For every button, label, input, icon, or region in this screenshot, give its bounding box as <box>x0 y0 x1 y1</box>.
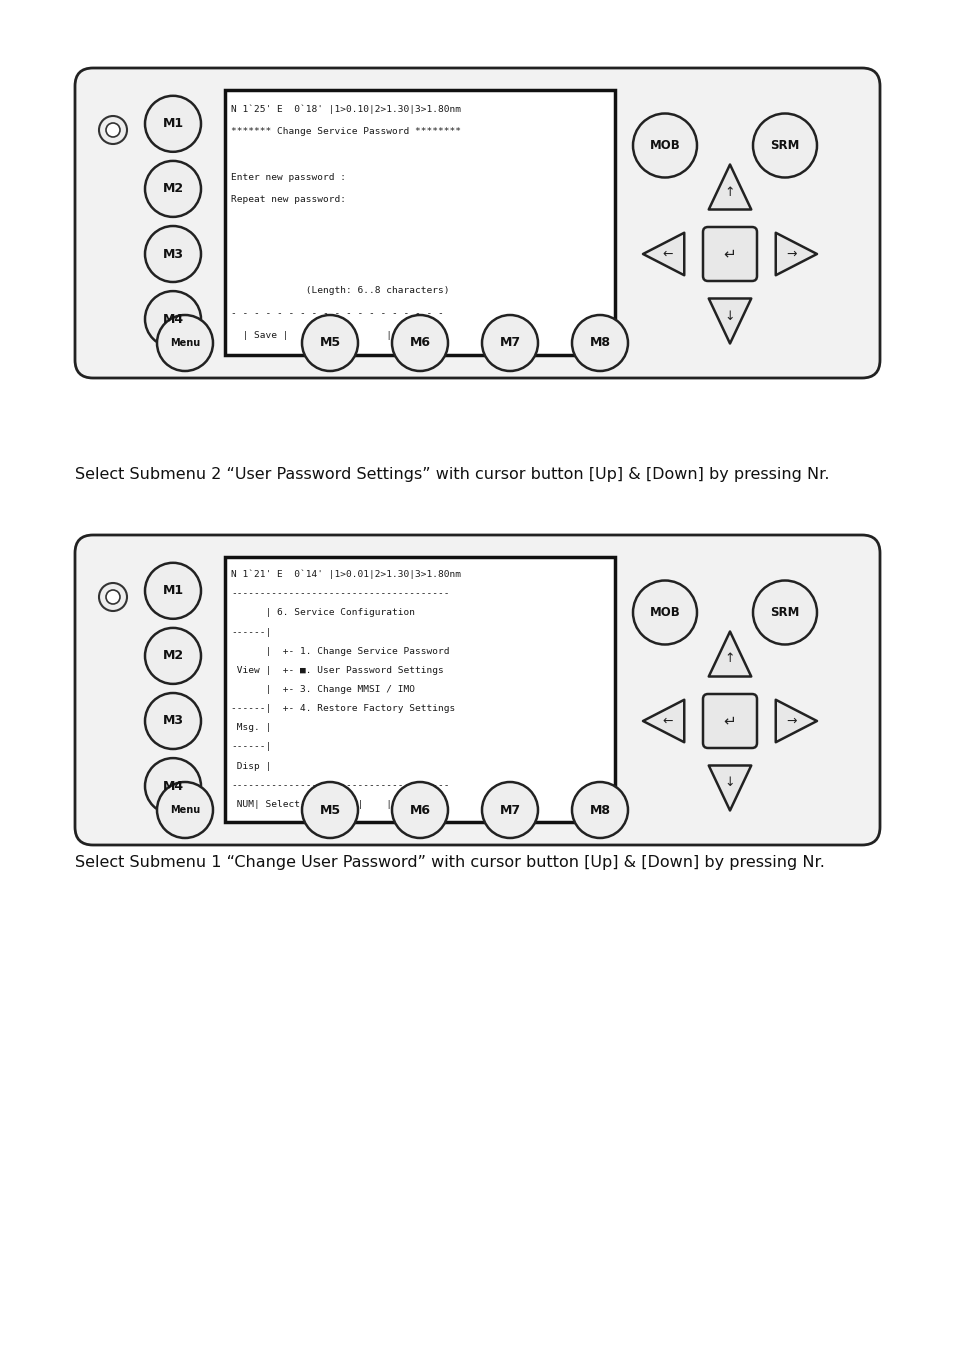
Text: M7: M7 <box>499 336 520 350</box>
Text: Menu: Menu <box>170 805 200 815</box>
Circle shape <box>752 580 816 644</box>
Text: M6: M6 <box>409 803 430 817</box>
Circle shape <box>145 96 201 151</box>
Circle shape <box>572 782 627 838</box>
FancyBboxPatch shape <box>75 535 879 845</box>
Circle shape <box>145 225 201 282</box>
Circle shape <box>106 590 120 603</box>
Circle shape <box>633 580 697 644</box>
Text: (Length: 6..8 characters): (Length: 6..8 characters) <box>231 286 449 294</box>
Text: Repeat new password:: Repeat new password: <box>231 196 346 204</box>
Polygon shape <box>775 699 816 743</box>
Circle shape <box>99 116 127 144</box>
Circle shape <box>481 315 537 371</box>
Text: --------------------------------------: -------------------------------------- <box>231 780 449 790</box>
Circle shape <box>302 315 357 371</box>
Text: --------------------------------------: -------------------------------------- <box>231 589 449 598</box>
Text: Enter new password :: Enter new password : <box>231 173 346 182</box>
Polygon shape <box>642 232 683 275</box>
Text: ------|: ------| <box>231 743 271 752</box>
Text: →: → <box>786 247 797 261</box>
Circle shape <box>106 123 120 136</box>
Circle shape <box>99 583 127 612</box>
FancyBboxPatch shape <box>75 68 879 378</box>
Text: ←: ← <box>662 714 673 728</box>
FancyBboxPatch shape <box>702 694 757 748</box>
Text: M4: M4 <box>162 313 183 325</box>
Text: |  +- 1. Change Service Password: | +- 1. Change Service Password <box>231 647 449 656</box>
Text: Select Submenu 1 “Change User Password” with cursor button [Up] & [Down] by pres: Select Submenu 1 “Change User Password” … <box>75 856 824 871</box>
Text: ↑: ↑ <box>724 185 735 198</box>
Circle shape <box>481 782 537 838</box>
Circle shape <box>145 563 201 618</box>
Circle shape <box>752 113 816 177</box>
Text: Select Submenu 2 “User Password Settings” with cursor button [Up] & [Down] by pr: Select Submenu 2 “User Password Settings… <box>75 467 828 482</box>
Text: ******* Change Service Password ********: ******* Change Service Password ******** <box>231 127 460 136</box>
Text: MOB: MOB <box>649 606 679 620</box>
Circle shape <box>392 315 448 371</box>
Text: M5: M5 <box>319 803 340 817</box>
Text: ↓: ↓ <box>724 309 735 323</box>
Circle shape <box>145 759 201 814</box>
Circle shape <box>157 782 213 838</box>
Polygon shape <box>708 298 750 343</box>
Circle shape <box>633 113 697 177</box>
Text: M2: M2 <box>162 182 183 196</box>
Polygon shape <box>708 765 750 810</box>
Bar <box>225 558 615 822</box>
Text: Menu: Menu <box>170 338 200 348</box>
Polygon shape <box>708 632 750 676</box>
Bar <box>225 90 615 355</box>
Circle shape <box>145 628 201 684</box>
Text: Disp |: Disp | <box>231 761 271 771</box>
Text: SRM: SRM <box>769 606 799 620</box>
Text: View |  +- ■. User Password Settings: View | +- ■. User Password Settings <box>231 666 443 675</box>
Circle shape <box>145 292 201 347</box>
Text: - - - - - - - - - - - - - - - - - - -: - - - - - - - - - - - - - - - - - - - <box>231 309 443 317</box>
Text: N 1`25' E  0`18' |1>0.10|2>1.30|3>1.80nm: N 1`25' E 0`18' |1>0.10|2>1.30|3>1.80nm <box>231 104 460 113</box>
Polygon shape <box>775 232 816 275</box>
Text: | Save |         |       | Back: | Save | | | Back <box>231 331 420 340</box>
Text: →: → <box>786 714 797 728</box>
Text: ↵: ↵ <box>723 247 736 262</box>
Text: ------|: ------| <box>231 628 271 637</box>
Text: M3: M3 <box>162 247 183 261</box>
Circle shape <box>302 782 357 838</box>
Text: ↑: ↑ <box>724 652 735 666</box>
Text: SRM: SRM <box>769 139 799 153</box>
Text: | 6. Service Configuration: | 6. Service Configuration <box>231 609 415 617</box>
Text: N 1`21' E  0`14' |1>0.01|2>1.30|3>1.80nm: N 1`21' E 0`14' |1>0.01|2>1.30|3>1.80nm <box>231 570 460 579</box>
Circle shape <box>392 782 448 838</box>
Text: M1: M1 <box>162 585 183 597</box>
Text: M6: M6 <box>409 336 430 350</box>
Circle shape <box>157 315 213 371</box>
Circle shape <box>145 161 201 217</box>
Text: |  +- 3. Change MMSI / IMO: | +- 3. Change MMSI / IMO <box>231 684 415 694</box>
Text: Msg. |: Msg. | <box>231 724 271 732</box>
Text: M2: M2 <box>162 649 183 663</box>
FancyBboxPatch shape <box>702 227 757 281</box>
Text: M5: M5 <box>319 336 340 350</box>
Text: M1: M1 <box>162 117 183 131</box>
Polygon shape <box>642 699 683 743</box>
Text: M3: M3 <box>162 714 183 728</box>
Text: M8: M8 <box>589 803 610 817</box>
Text: ←: ← <box>662 247 673 261</box>
Text: ------|  +- 4. Restore Factory Settings: ------| +- 4. Restore Factory Settings <box>231 705 455 713</box>
Text: MOB: MOB <box>649 139 679 153</box>
Text: M7: M7 <box>499 803 520 817</box>
Polygon shape <box>708 165 750 209</box>
Circle shape <box>145 693 201 749</box>
Circle shape <box>572 315 627 371</box>
Text: ↵: ↵ <box>723 714 736 729</box>
Text: NUM| Select->|       |    |<-Back: NUM| Select->| | |<-Back <box>231 801 426 809</box>
Text: M8: M8 <box>589 336 610 350</box>
Text: ↓: ↓ <box>724 776 735 790</box>
Text: M4: M4 <box>162 779 183 792</box>
